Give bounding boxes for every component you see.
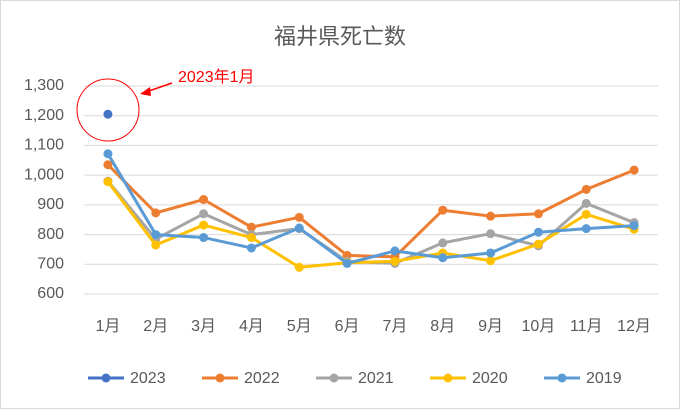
x-tick-label: 9月	[478, 318, 503, 335]
data-point	[199, 233, 209, 243]
y-tick-label: 900	[37, 196, 64, 213]
legend-marker	[215, 373, 225, 383]
data-point	[438, 253, 448, 263]
x-tick-label: 6月	[335, 318, 360, 335]
data-point	[246, 233, 256, 243]
y-tick-label: 600	[37, 285, 64, 302]
data-point	[246, 243, 256, 253]
data-point	[199, 209, 209, 219]
data-point	[438, 205, 448, 215]
legend-marker	[443, 373, 453, 383]
data-point	[390, 256, 400, 266]
series-line	[106, 180, 635, 269]
data-point	[581, 224, 591, 234]
x-tick-label: 2月	[143, 318, 168, 335]
x-tick-label: 3月	[191, 318, 216, 335]
legend-label: 2021	[358, 370, 394, 387]
data-point	[103, 177, 113, 187]
legend-label: 2019	[586, 370, 622, 387]
data-point	[342, 258, 352, 268]
data-point	[151, 240, 161, 250]
data-point	[199, 220, 209, 230]
chart-title: 福井県死亡数	[274, 24, 406, 49]
data-point	[294, 212, 304, 222]
data-point	[533, 209, 543, 219]
data-point	[390, 246, 400, 256]
data-point	[533, 239, 543, 249]
x-tick-label: 4月	[239, 318, 264, 335]
legend-label: 2022	[244, 370, 280, 387]
data-point	[151, 230, 161, 240]
data-point	[486, 229, 496, 239]
y-tick-label: 1,300	[24, 77, 64, 94]
annotation-text: 2023年1月	[178, 68, 255, 86]
data-point	[629, 221, 639, 231]
x-tick-label: 10月	[522, 318, 556, 335]
data-point	[581, 184, 591, 194]
series-line	[106, 152, 635, 265]
y-tick-label: 700	[37, 256, 64, 273]
annotation-arrowhead	[140, 87, 151, 96]
x-tick-label: 11月	[570, 318, 603, 335]
legend-marker	[101, 373, 111, 383]
data-point	[294, 223, 304, 233]
data-point	[199, 195, 209, 205]
legend-marker	[557, 373, 567, 383]
data-point	[486, 256, 496, 266]
x-tick-label: 5月	[287, 318, 312, 335]
annotation-circle	[76, 78, 140, 142]
data-point	[246, 222, 256, 232]
legend-label: 2023	[130, 370, 166, 387]
data-point	[581, 198, 591, 208]
data-point	[438, 238, 448, 248]
y-tick-label: 1,000	[24, 166, 64, 183]
data-point	[629, 165, 639, 175]
data-point	[486, 248, 496, 258]
legend-label: 2020	[472, 370, 508, 387]
x-tick-label: 1月	[95, 318, 120, 335]
x-tick-label: 12月	[617, 318, 651, 335]
y-tick-label: 1,200	[24, 107, 64, 124]
data-point	[581, 209, 591, 219]
y-tick-label: 1,100	[24, 137, 64, 154]
data-point	[533, 227, 543, 237]
data-point	[103, 109, 113, 119]
data-point	[151, 208, 161, 218]
x-tick-label: 7月	[382, 318, 407, 335]
data-point	[486, 211, 496, 221]
data-point	[294, 262, 304, 272]
data-point	[103, 149, 113, 159]
legend-marker	[329, 373, 339, 383]
x-tick-label: 8月	[430, 318, 455, 335]
y-tick-label: 800	[37, 226, 64, 243]
data-point	[103, 160, 113, 170]
